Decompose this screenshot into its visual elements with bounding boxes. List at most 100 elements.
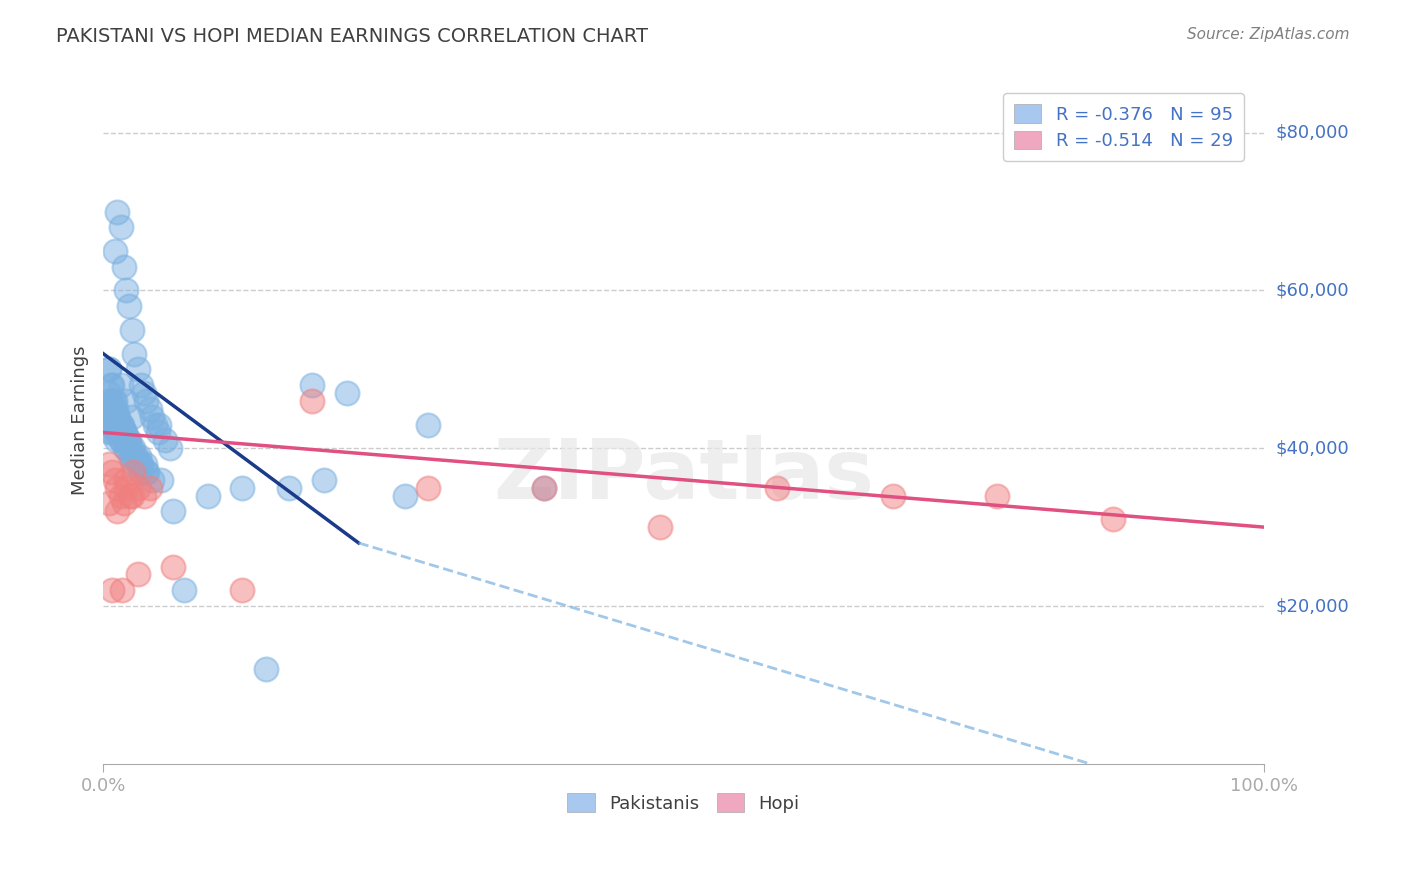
Point	[97, 362, 120, 376]
Point	[100, 393, 122, 408]
Point	[301, 378, 323, 392]
Point	[122, 442, 145, 456]
Point	[121, 489, 143, 503]
Point	[124, 449, 146, 463]
Point	[105, 425, 128, 440]
Point	[105, 504, 128, 518]
Point	[97, 417, 120, 432]
Point	[110, 434, 132, 448]
Point	[132, 489, 155, 503]
Point	[121, 449, 143, 463]
Text: $20,000: $20,000	[1275, 597, 1350, 615]
Point	[129, 457, 152, 471]
Point	[141, 473, 163, 487]
Text: $80,000: $80,000	[1275, 124, 1350, 142]
Point	[101, 583, 124, 598]
Point	[111, 583, 134, 598]
Point	[97, 401, 120, 416]
Point	[118, 434, 141, 448]
Point	[97, 425, 120, 440]
Point	[131, 378, 153, 392]
Point	[104, 425, 127, 440]
Point	[127, 567, 149, 582]
Point	[117, 434, 139, 448]
Point	[101, 401, 124, 416]
Point	[101, 465, 124, 479]
Y-axis label: Median Earnings: Median Earnings	[72, 346, 89, 495]
Point	[104, 409, 127, 424]
Point	[312, 473, 335, 487]
Point	[153, 434, 176, 448]
Point	[118, 299, 141, 313]
Point	[120, 442, 142, 456]
Point	[650, 520, 672, 534]
Point	[105, 409, 128, 424]
Point	[986, 489, 1008, 503]
Point	[103, 393, 125, 408]
Point	[131, 457, 153, 471]
Point	[101, 378, 124, 392]
Point	[336, 386, 359, 401]
Point	[135, 465, 157, 479]
Point	[110, 417, 132, 432]
Point	[159, 442, 181, 456]
Point	[101, 417, 124, 432]
Point	[765, 481, 787, 495]
Text: ZIPatlas: ZIPatlas	[494, 435, 875, 516]
Point	[118, 489, 141, 503]
Point	[110, 489, 132, 503]
Point	[104, 401, 127, 416]
Point	[103, 401, 125, 416]
Point	[122, 465, 145, 479]
Point	[132, 386, 155, 401]
Point	[277, 481, 299, 495]
Point	[112, 260, 135, 274]
Point	[138, 481, 160, 495]
Point	[124, 457, 146, 471]
Point	[112, 496, 135, 510]
Point	[104, 434, 127, 448]
Point	[115, 473, 138, 487]
Point	[101, 409, 124, 424]
Point	[124, 346, 146, 360]
Point	[110, 220, 132, 235]
Point	[97, 496, 120, 510]
Point	[108, 417, 131, 432]
Point	[533, 481, 555, 495]
Point	[115, 434, 138, 448]
Point	[100, 378, 122, 392]
Point	[105, 409, 128, 424]
Point	[105, 481, 128, 495]
Point	[111, 417, 134, 432]
Point	[114, 442, 136, 456]
Point	[105, 204, 128, 219]
Point	[301, 393, 323, 408]
Point	[101, 425, 124, 440]
Point	[418, 481, 440, 495]
Text: $60,000: $60,000	[1275, 282, 1350, 300]
Point	[111, 425, 134, 440]
Point	[128, 449, 150, 463]
Point	[104, 473, 127, 487]
Point	[138, 401, 160, 416]
Text: $40,000: $40,000	[1275, 439, 1350, 458]
Point	[115, 434, 138, 448]
Point	[134, 457, 156, 471]
Point	[121, 409, 143, 424]
Point	[146, 425, 169, 440]
Text: Source: ZipAtlas.com: Source: ZipAtlas.com	[1187, 27, 1350, 42]
Point	[162, 504, 184, 518]
Point	[141, 409, 163, 424]
Point	[254, 662, 277, 676]
Point	[110, 417, 132, 432]
Point	[127, 481, 149, 495]
Point	[124, 449, 146, 463]
Point	[145, 417, 167, 432]
Point	[118, 449, 141, 463]
Point	[110, 434, 132, 448]
Point	[110, 378, 132, 392]
Point	[127, 362, 149, 376]
Point	[533, 481, 555, 495]
Point	[97, 457, 120, 471]
Point	[882, 489, 904, 503]
